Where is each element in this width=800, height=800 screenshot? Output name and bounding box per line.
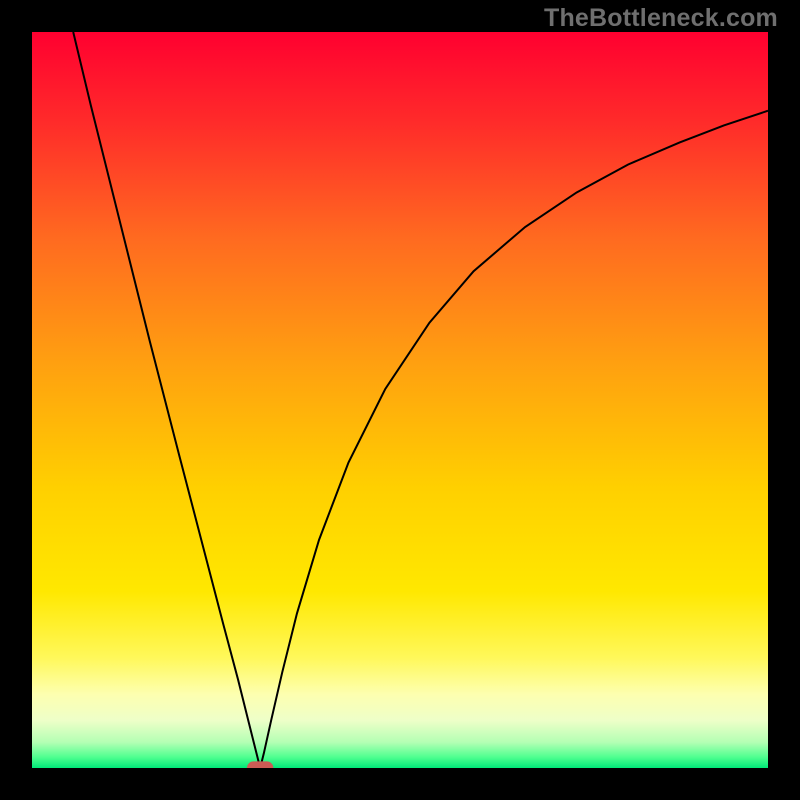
watermark-text: TheBottleneck.com xyxy=(544,4,778,33)
plot-svg xyxy=(32,32,768,768)
gradient-background xyxy=(32,32,768,768)
minimum-marker xyxy=(247,761,273,768)
chart-frame: TheBottleneck.com xyxy=(0,0,800,800)
plot-area xyxy=(32,32,768,768)
